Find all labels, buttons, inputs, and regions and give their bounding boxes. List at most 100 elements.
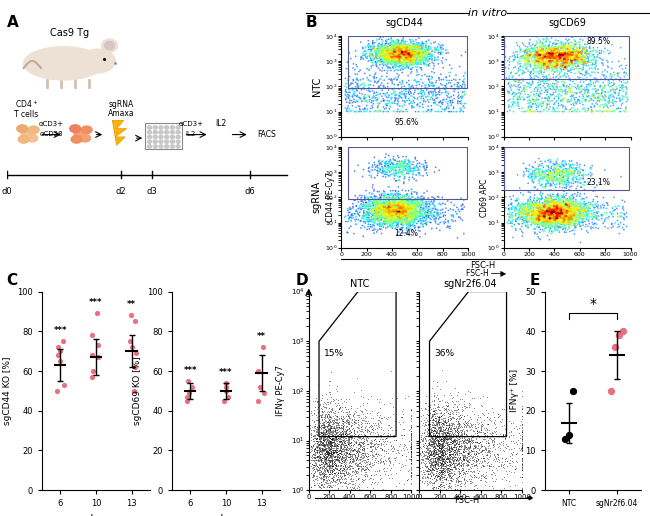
Point <box>424 465 435 474</box>
Point <box>378 430 388 438</box>
Point <box>526 215 537 223</box>
Point <box>408 217 419 225</box>
Point <box>544 44 554 53</box>
Point <box>393 218 403 226</box>
Point <box>559 217 569 225</box>
Point <box>456 104 466 112</box>
Point <box>549 208 559 216</box>
Point <box>390 191 400 199</box>
Point <box>581 194 592 202</box>
Point <box>466 463 476 472</box>
Point <box>552 62 562 70</box>
Point <box>376 59 386 68</box>
Point <box>436 425 446 433</box>
Point <box>522 56 532 64</box>
Point <box>365 459 375 467</box>
Point <box>450 76 461 84</box>
Point <box>409 166 419 174</box>
Point <box>407 42 417 50</box>
Point <box>478 461 489 469</box>
Point <box>413 49 423 57</box>
Point <box>571 59 581 67</box>
Point <box>463 443 474 451</box>
Point <box>380 215 391 223</box>
Point <box>396 204 407 213</box>
Point <box>461 475 471 483</box>
Point <box>332 387 343 395</box>
Point <box>554 217 565 225</box>
Point <box>437 467 447 476</box>
Point <box>404 82 414 90</box>
Point <box>394 197 404 205</box>
Point <box>601 73 612 81</box>
Point <box>530 165 540 173</box>
Point <box>426 442 437 450</box>
Point <box>508 213 518 221</box>
Point <box>386 46 396 54</box>
Point <box>455 485 465 493</box>
Point <box>423 448 434 456</box>
Point <box>345 452 356 460</box>
Point <box>306 442 316 450</box>
Point <box>519 83 529 91</box>
Point <box>556 210 567 218</box>
Point <box>382 210 392 218</box>
Point <box>332 455 343 463</box>
Point <box>337 445 347 453</box>
Point <box>399 101 410 109</box>
Point <box>420 158 430 167</box>
Point <box>549 208 560 216</box>
Point <box>343 104 353 112</box>
Point <box>558 213 569 221</box>
Point <box>515 213 525 221</box>
Point <box>380 202 391 211</box>
Point <box>398 207 408 215</box>
Point <box>396 43 407 51</box>
Point <box>534 55 545 63</box>
Point <box>542 190 552 199</box>
Point <box>389 205 400 214</box>
Point <box>504 461 515 469</box>
Text: **: ** <box>127 300 136 310</box>
Point <box>421 51 432 59</box>
Point <box>457 405 467 413</box>
Point <box>527 66 538 74</box>
Point <box>459 476 469 485</box>
Point <box>584 52 595 60</box>
Point <box>564 171 574 179</box>
Point <box>397 212 408 220</box>
Point <box>540 44 551 53</box>
Point <box>317 484 327 492</box>
Point <box>536 214 546 222</box>
Point <box>396 198 407 206</box>
Point <box>308 426 318 434</box>
Point <box>322 448 332 456</box>
Point <box>356 442 367 450</box>
Point <box>508 73 518 81</box>
Point <box>406 50 416 58</box>
Point <box>446 427 456 435</box>
Point <box>348 467 358 476</box>
Point <box>520 207 530 215</box>
Point <box>543 195 554 203</box>
Point <box>560 209 571 218</box>
Point <box>540 224 550 233</box>
Point <box>327 459 337 467</box>
Point <box>565 213 575 221</box>
Point <box>391 214 401 222</box>
Point <box>374 205 384 214</box>
Point <box>369 445 380 454</box>
Point <box>410 215 420 223</box>
Point <box>343 453 353 461</box>
Point <box>395 208 406 217</box>
Point <box>570 201 580 209</box>
Point <box>335 433 346 441</box>
Point <box>421 431 431 440</box>
Point <box>385 202 395 211</box>
Point <box>400 51 410 59</box>
Point <box>380 211 390 219</box>
Point <box>425 51 436 59</box>
Point <box>343 436 354 444</box>
Point <box>545 59 555 67</box>
Point <box>353 441 363 449</box>
